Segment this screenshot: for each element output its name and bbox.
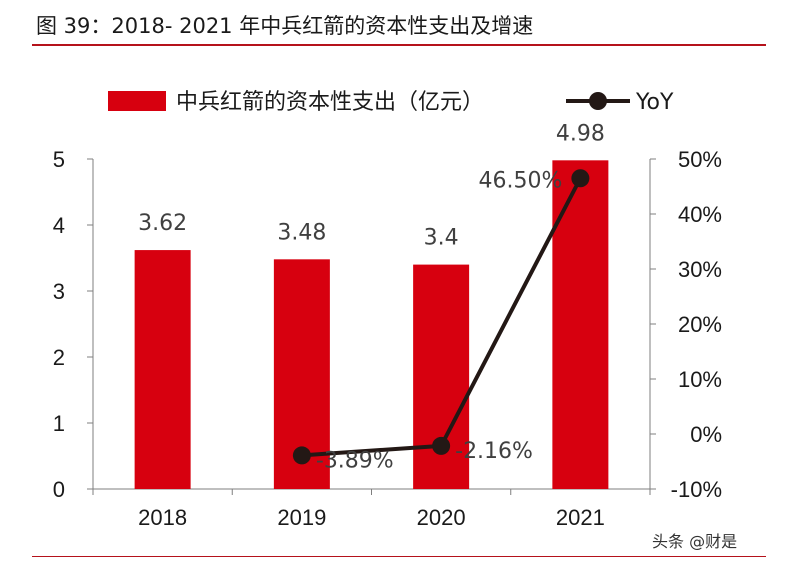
right-tick-label: 10% <box>678 367 722 392</box>
legend-bar-label: 中兵红箭的资本性支出（亿元） <box>176 90 484 115</box>
left-tick-label: 1 <box>53 411 65 436</box>
yoy-point-label: 46.50% <box>478 168 562 193</box>
right-tick-label: 50% <box>678 147 722 172</box>
x-tick-label: 2018 <box>138 505 187 530</box>
x-ticks: 2018 2019 2020 2021 <box>92 489 651 530</box>
title-divider <box>32 44 766 46</box>
left-tick-label: 0 <box>53 477 65 502</box>
yoy-point <box>571 169 590 188</box>
right-ticks: -10% 0% 10% 20% 30% 40% 50% <box>650 147 722 502</box>
figure-title: 图 39：2018- 2021 年中兵红箭的资本性支出及增速 <box>36 14 534 38</box>
watermark: 头条 @财是 <box>652 532 738 551</box>
yoy-point <box>292 446 311 465</box>
right-tick-label: 30% <box>678 257 722 282</box>
x-tick-label: 2019 <box>277 505 326 530</box>
bar-series <box>134 160 609 489</box>
bar-value-label: 4.98 <box>556 121 605 146</box>
bar-value-label: 3.4 <box>424 226 459 251</box>
x-tick-label: 2021 <box>556 505 605 530</box>
left-tick-label: 5 <box>53 147 65 172</box>
legend-line-marker <box>589 92 607 110</box>
legend-bar-swatch <box>108 91 166 111</box>
left-tick-label: 2 <box>53 345 65 370</box>
right-tick-label: -10% <box>671 477 722 502</box>
left-tick-label: 4 <box>53 213 65 238</box>
yoy-point <box>432 436 451 455</box>
yoy-point-label: -2.16% <box>455 439 533 464</box>
right-tick-label: 0% <box>690 422 722 447</box>
yoy-point-label: -3.89% <box>316 448 394 473</box>
legend: 中兵红箭的资本性支出（亿元） YoY <box>108 90 674 115</box>
left-ticks: 0 1 2 3 4 5 <box>53 147 93 502</box>
bottom-divider <box>32 556 766 557</box>
yoy-labels: -3.89% -2.16% 46.50% <box>316 168 563 473</box>
bar-value-label: 3.62 <box>138 211 187 236</box>
bar-labels: 3.62 3.48 3.4 4.98 <box>138 121 605 250</box>
bar <box>134 250 191 489</box>
legend-line-label: YoY <box>635 90 674 115</box>
right-tick-label: 20% <box>678 312 722 337</box>
right-tick-label: 40% <box>678 202 722 227</box>
x-tick-label: 2020 <box>417 505 466 530</box>
bar <box>552 160 609 489</box>
bar-value-label: 3.48 <box>277 220 326 245</box>
yoy-series <box>292 169 590 465</box>
left-tick-label: 3 <box>53 279 65 304</box>
